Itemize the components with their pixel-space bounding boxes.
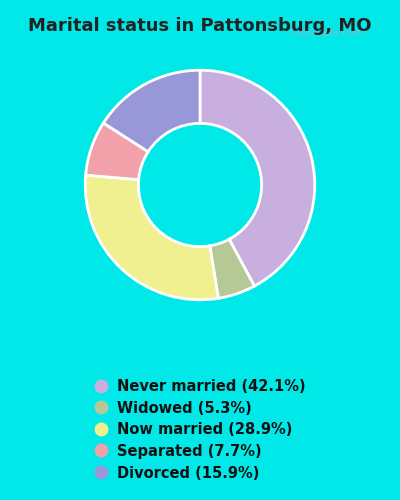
Text: City-Data.com: City-Data.com xyxy=(287,28,364,38)
Legend: Never married (42.1%), Widowed (5.3%), Now married (28.9%), Separated (7.7%), Di: Never married (42.1%), Widowed (5.3%), N… xyxy=(90,375,310,485)
Wedge shape xyxy=(200,70,315,286)
Wedge shape xyxy=(103,70,200,152)
Text: Marital status in Pattonsburg, MO: Marital status in Pattonsburg, MO xyxy=(28,17,372,35)
Wedge shape xyxy=(86,123,148,180)
Wedge shape xyxy=(210,239,254,298)
Wedge shape xyxy=(85,175,218,300)
